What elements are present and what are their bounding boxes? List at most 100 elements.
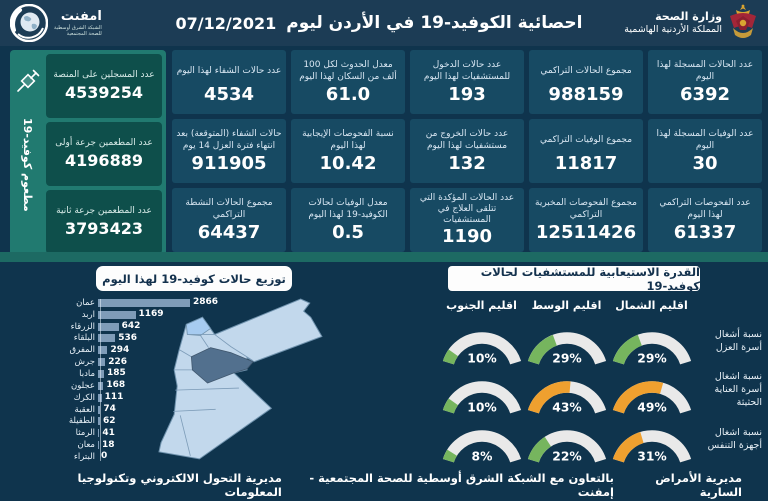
gauge-spacer-cell xyxy=(694,293,764,317)
gauge-chart: 43% xyxy=(527,381,606,415)
gauge-3-3: 8% xyxy=(439,415,524,464)
hospital-capacity-gauges: اقليم الشمال اقليم الوسط اقليم الجنوب نس… xyxy=(438,293,764,464)
ministry-subtitle: المملكة الأردنية الهاشمية xyxy=(624,23,722,35)
stat-label: عدد الفحوصات التراكمي لهذا اليوم xyxy=(659,198,751,220)
bar-category-label: الطفيلة xyxy=(68,416,95,427)
bar xyxy=(98,358,106,367)
page-title: احصائية الكوفيد-19 في الأردن ليوم xyxy=(286,13,583,33)
page-title-wrap: احصائية الكوفيد-19 في الأردن ليوم 07/12/… xyxy=(160,13,598,33)
bar-value-label: 74 xyxy=(103,404,116,415)
map-outline xyxy=(158,298,323,460)
bar-category-label: معان xyxy=(77,440,96,451)
gauge-2-2: 43% xyxy=(524,366,609,415)
report-date: 07/12/2021 xyxy=(175,13,277,33)
bar-value-label: 642 xyxy=(121,321,141,332)
bar xyxy=(98,417,100,426)
gauge-chart: 10% xyxy=(442,332,521,366)
bar-category-label: المفرق xyxy=(69,345,95,356)
bar-value-label: 294 xyxy=(110,344,130,355)
footer-collaboration: بالتعاون مع الشبكة الشرق أوسطية للصحة ال… xyxy=(309,471,614,499)
map-region-amman xyxy=(190,347,254,384)
svg-text:10%: 10% xyxy=(467,401,496,415)
bar-category-label: عجلون xyxy=(70,380,95,391)
bar-chart-row: الكرك 111 xyxy=(54,392,244,404)
bar-chart-row: العقبة 74 xyxy=(54,404,244,416)
bar-chart-row: المفرق 294 xyxy=(54,344,244,356)
stat-card-total-cases: مجموع الحالات التراكمي 988159 xyxy=(529,50,643,114)
vax-card-platform-registered: عدد المسجلين على المنصة 4539254 xyxy=(46,54,162,118)
gauge-column-north: اقليم الشمال xyxy=(615,298,688,312)
bar-chart-row: معان 18 xyxy=(54,439,244,451)
gauge-3-2: 22% xyxy=(524,415,609,464)
stat-value: 0.5 xyxy=(332,221,364,243)
bar-category-label: البتراء xyxy=(73,451,95,462)
gauge-row-label: نسبة اشغال أسرة العناية الحثيثة xyxy=(714,371,762,408)
governorate-bar-chart: عمان 2866 اربد 1169 الزرقاء 642 البلقاء … xyxy=(54,297,244,463)
stat-label: مجموع الحالات التراكمي xyxy=(540,66,632,77)
jordan-coat-of-arms-icon xyxy=(730,4,756,38)
gauge-row-label: نسبة أشغال أسرة العزل xyxy=(714,328,762,353)
bar-chart-row: جرش 226 xyxy=(54,356,244,368)
gauge-chart: 49% xyxy=(612,381,691,415)
gauge-1-1: 29% xyxy=(609,317,694,366)
stat-card-new-cases: عدد الحالات المسجلة لهذا اليوم 6392 xyxy=(648,50,762,114)
vax-label: عدد المطعمين جرعة أولى xyxy=(55,137,153,148)
vax-label: عدد المسجلين على المنصة xyxy=(53,69,155,80)
bar-category-label: جرش xyxy=(74,357,95,368)
bar-category-label: العقبة xyxy=(74,404,95,415)
emphnet-name: امفنت xyxy=(60,9,102,25)
bar-category-label: الزرقاء xyxy=(70,321,95,332)
bar-category-label: البلقاء xyxy=(73,333,95,344)
gauge-2-1: 49% xyxy=(609,366,694,415)
svg-text:8%: 8% xyxy=(471,450,492,464)
bar-value-label: 41 xyxy=(102,427,115,438)
stat-card-recoveries-today: عدد حالات الشفاء لهذا اليوم 4534 xyxy=(172,50,286,114)
bar xyxy=(98,441,99,450)
footer-it-directorate: مديرية التحول الالكتروني وتكنولوجيا المع… xyxy=(77,471,282,499)
stat-card-fatality-rate: معدل الوفيات لحالات الكوفيد-19 لهذا اليو… xyxy=(291,188,405,252)
bar-chart-row: اربد 1169 xyxy=(54,309,244,321)
stat-label: عدد حالات الشفاء لهذا اليوم xyxy=(176,66,282,77)
bar-value-label: 18 xyxy=(102,439,115,450)
ministry-name: وزارة الصحة xyxy=(655,10,722,24)
bar-category-label: اربد xyxy=(81,309,95,320)
gauge-1-2: 29% xyxy=(524,317,609,366)
gauge-chart: 29% xyxy=(612,332,691,366)
footer-bar: مديرية الأمراض السارية بالتعاون مع الشبك… xyxy=(0,469,768,501)
gauge-chart: 31% xyxy=(612,430,691,464)
emphnet-text: امفنت الشبكة الشرق أوسطية للصحة المجتمعي… xyxy=(54,9,102,37)
stat-value: 1190 xyxy=(441,225,493,247)
bar-category-label: مادبا xyxy=(79,368,95,379)
gauge-row-label: نسبة اشغال أجهزة التنفس xyxy=(707,426,762,451)
stat-value: 12511426 xyxy=(535,221,637,243)
stat-label: عدد الوفيات المسجلة لهذا اليوم xyxy=(656,129,754,151)
stat-card-positivity-rate: نسبة الفحوصات الإيجابية لهذا اليوم 10.42 xyxy=(291,119,405,183)
stat-label: نسبة الفحوصات الإيجابية لهذا اليوم xyxy=(302,129,394,151)
bar-chart-row: البلقاء 536 xyxy=(54,333,244,345)
bar-value-label: 111 xyxy=(104,392,124,403)
stat-card-deaths-today: عدد الوفيات المسجلة لهذا اليوم 30 xyxy=(648,119,762,183)
stat-label: مجموع الفحوصات المخبرية التراكمي xyxy=(535,198,637,220)
gauge-chart: 22% xyxy=(527,430,606,464)
map-governorate-borders xyxy=(173,334,254,456)
syringe-icon xyxy=(17,69,40,92)
stat-card-tests-today: عدد الفحوصات التراكمي لهذا اليوم 61337 xyxy=(648,188,762,252)
stat-card-hospital-admissions: عدد حالات الدخول للمستشفيات لهذا اليوم 1… xyxy=(410,50,524,114)
header-bar: وزارة الصحة المملكة الأردنية الهاشمية اح… xyxy=(0,0,768,46)
stat-value: 61.0 xyxy=(325,83,371,105)
bar-chart-row: البتراء 0 xyxy=(54,451,244,463)
stat-value: 193 xyxy=(448,83,486,105)
vaccination-panel: عدد المسجلين على المنصة 4539254 عدد المط… xyxy=(10,50,166,258)
vaccination-cards: عدد المسجلين على المنصة 4539254 عدد المط… xyxy=(46,54,162,254)
gauge-chart: 29% xyxy=(527,332,606,366)
vax-value: 3793423 xyxy=(65,219,143,239)
stat-card-total-deaths: مجموع الوفيات التراكمي 11817 xyxy=(529,119,643,183)
section-divider xyxy=(0,252,768,262)
stat-label: مجموع الحالات النشطة التراكمي xyxy=(185,198,273,220)
stat-label: عدد حالات الدخول للمستشفيات لهذا اليوم xyxy=(423,60,511,82)
vax-label: عدد المطعمين جرعة ثانية xyxy=(56,205,152,216)
stat-card-active-cases: مجموع الحالات النشطة التراكمي 64437 xyxy=(172,188,286,252)
bar-value-label: 62 xyxy=(102,415,116,426)
svg-text:29%: 29% xyxy=(552,352,581,366)
